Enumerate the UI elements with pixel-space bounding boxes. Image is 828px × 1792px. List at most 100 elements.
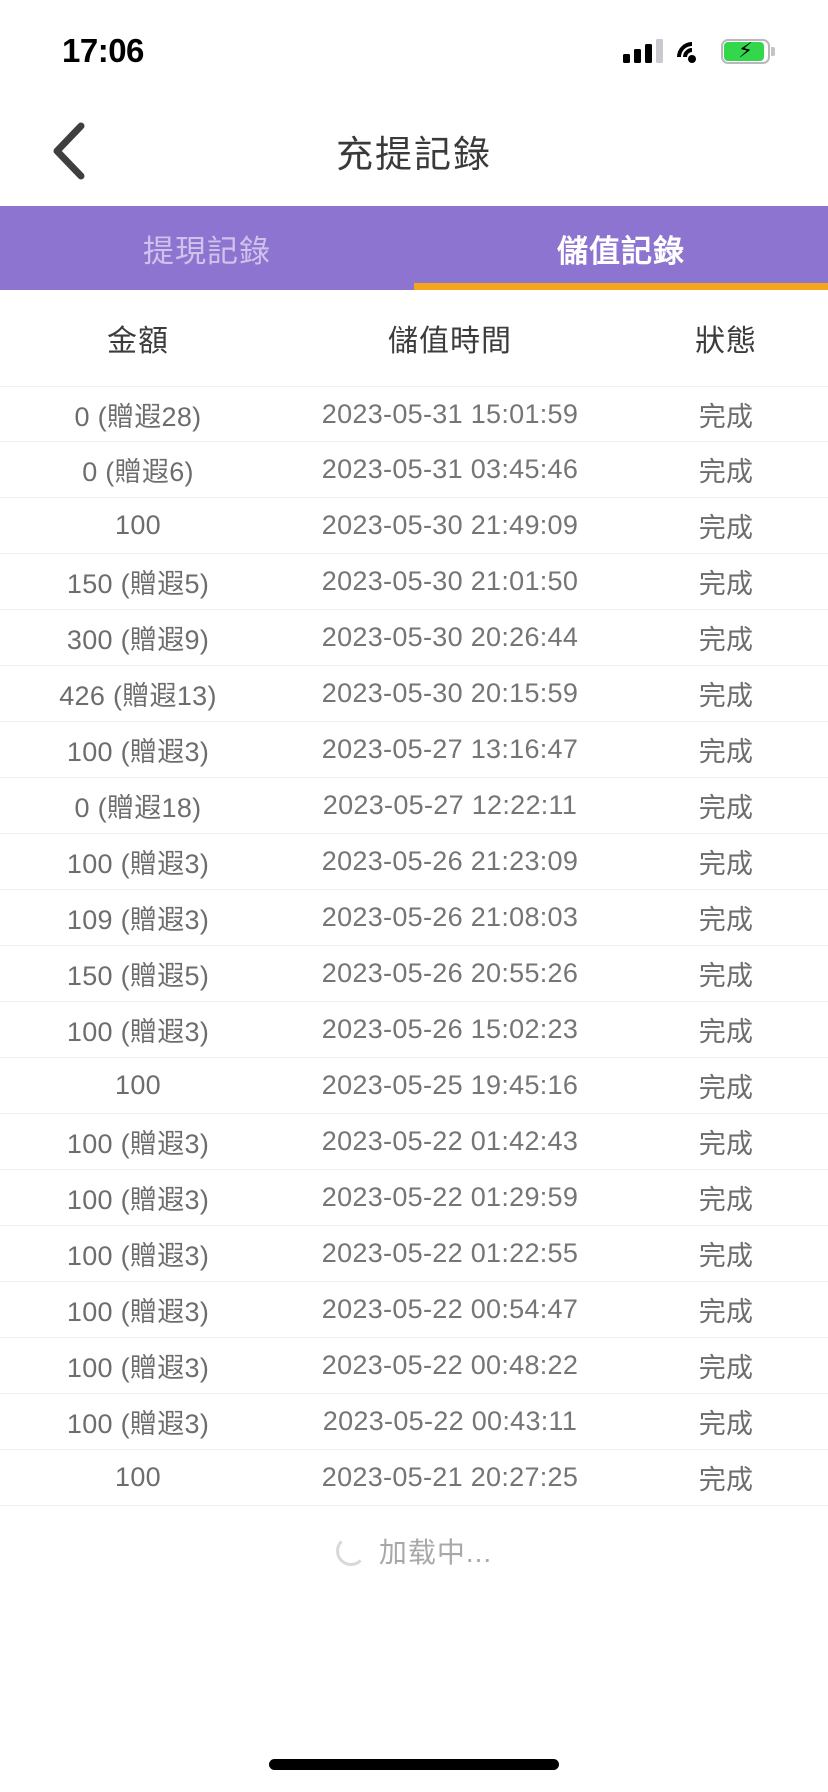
row-time: 2023-05-30 21:49:09 xyxy=(321,510,579,540)
table-row[interactable]: 300 (贈遐9) 2023-05-30 20:26:44 完成 xyxy=(0,610,828,666)
row-time: 2023-05-27 13:16:47 xyxy=(321,734,579,764)
row-status: 完成 xyxy=(698,569,754,599)
table-row[interactable]: 0 (贈遐18) 2023-05-27 12:22:11 完成 xyxy=(0,778,828,834)
loading-more-indicator: 加载中... xyxy=(0,1506,828,1596)
row-status: 完成 xyxy=(698,737,754,767)
row-status: 完成 xyxy=(698,961,754,991)
table-header-row: 金額 儲值時間 狀態 xyxy=(0,290,828,386)
charging-bolt-icon: ⚡ xyxy=(738,39,753,63)
table-row[interactable]: 100 (贈遐3) 2023-05-27 13:16:47 完成 xyxy=(0,722,828,778)
row-amount: 100 xyxy=(115,1070,161,1100)
column-header-amount: 金額 xyxy=(107,325,169,358)
table-row[interactable]: 0 (贈遐6) 2023-05-31 03:45:46 完成 xyxy=(0,442,828,498)
home-indicator[interactable] xyxy=(269,1759,559,1770)
loading-text: 加载中... xyxy=(378,1537,493,1568)
tab-active-underline xyxy=(414,283,828,290)
row-status: 完成 xyxy=(698,849,754,879)
table-row[interactable]: 100 (贈遐3) 2023-05-26 15:02:23 完成 xyxy=(0,1002,828,1058)
row-status: 完成 xyxy=(698,1353,754,1383)
table-row[interactable]: 100 (贈遐3) 2023-05-26 21:23:09 完成 xyxy=(0,834,828,890)
battery-charging-icon: ⚡ xyxy=(721,38,775,64)
table-row[interactable]: 426 (贈遐13) 2023-05-30 20:15:59 完成 xyxy=(0,666,828,722)
tab-withdraw-records[interactable]: 提現記錄 xyxy=(0,206,414,290)
table-row[interactable]: 100 (贈遐3) 2023-05-22 00:48:22 完成 xyxy=(0,1338,828,1394)
row-status: 完成 xyxy=(698,513,754,543)
table-row[interactable]: 100 2023-05-25 19:45:16 完成 xyxy=(0,1058,828,1114)
tab-bar: 提現記錄 儲值記錄 xyxy=(0,206,828,290)
column-header-status: 狀態 xyxy=(695,325,757,358)
row-status: 完成 xyxy=(698,1129,754,1159)
row-status: 完成 xyxy=(698,401,754,432)
row-amount: 100 (贈遐3) xyxy=(66,1409,210,1439)
row-status: 完成 xyxy=(698,905,754,935)
row-amount: 150 (贈遐5) xyxy=(66,569,210,599)
row-amount: 100 xyxy=(115,1462,161,1492)
row-time: 2023-05-26 15:02:23 xyxy=(321,1014,579,1044)
column-header-time: 儲值時間 xyxy=(388,325,512,358)
row-time: 2023-05-26 21:23:09 xyxy=(321,846,579,876)
navigation-bar: 充提記錄 xyxy=(0,96,828,206)
row-status: 完成 xyxy=(698,1073,754,1103)
row-status: 完成 xyxy=(698,793,754,823)
table-body: 0 (贈遐28) 2023-05-31 15:01:59 完成 0 (贈遐6) 2023… xyxy=(0,386,828,1506)
table-row[interactable]: 100 (贈遐3) 2023-05-22 01:29:59 完成 xyxy=(0,1170,828,1226)
row-amount: 100 xyxy=(115,510,161,540)
row-status: 完成 xyxy=(698,1241,754,1271)
tab-withdraw-records-label: 提現記錄 xyxy=(143,233,271,269)
table-row[interactable]: 150 (贈遐5) 2023-05-30 21:01:50 完成 xyxy=(0,554,828,610)
row-status: 完成 xyxy=(698,1185,754,1215)
row-amount: 100 (贈遐3) xyxy=(66,1297,210,1327)
row-time: 2023-05-22 00:54:47 xyxy=(321,1294,579,1324)
table-row[interactable]: 100 (贈遐3) 2023-05-22 01:22:55 完成 xyxy=(0,1226,828,1282)
row-time: 2023-05-22 00:43:11 xyxy=(322,1406,578,1436)
table-row[interactable]: 100 2023-05-30 21:49:09 完成 xyxy=(0,498,828,554)
row-time: 2023-05-31 03:45:46 xyxy=(321,454,579,484)
row-status: 完成 xyxy=(698,457,754,487)
row-time: 2023-05-27 12:22:11 xyxy=(322,790,578,820)
row-time: 2023-05-30 20:15:59 xyxy=(321,678,579,708)
table-row[interactable]: 100 2023-05-21 20:27:25 完成 xyxy=(0,1450,828,1506)
loading-spinner-icon xyxy=(335,1536,366,1566)
row-amount: 0 (贈遐6) xyxy=(82,457,194,487)
records-table: 金額 儲值時間 狀態 0 (贈遐28) 2023-05-31 15:01:59 完成… xyxy=(0,290,828,1506)
table-row[interactable]: 100 (贈遐3) 2023-05-22 00:54:47 完成 xyxy=(0,1282,828,1338)
row-amount: 100 (贈遐3) xyxy=(66,849,210,879)
tab-deposit-records-label: 儲值記錄 xyxy=(557,233,685,269)
row-amount: 109 (贈遐3) xyxy=(66,905,210,935)
row-time: 2023-05-30 21:01:50 xyxy=(321,566,579,596)
chevron-left-icon xyxy=(53,122,85,180)
row-amount: 100 (贈遐3) xyxy=(66,1185,210,1215)
row-time: 2023-05-25 19:45:16 xyxy=(321,1070,579,1100)
status-bar: 17:06 ⚡ xyxy=(0,0,828,96)
row-status: 完成 xyxy=(698,1017,754,1047)
row-amount: 0 (贈遐18) xyxy=(74,793,202,823)
cellular-signal-icon xyxy=(623,39,663,63)
status-time: 17:06 xyxy=(62,32,144,69)
row-status: 完成 xyxy=(698,681,754,711)
row-time: 2023-05-22 01:42:43 xyxy=(321,1126,579,1156)
table-row[interactable]: 100 (贈遐3) 2023-05-22 01:42:43 完成 xyxy=(0,1114,828,1170)
back-button[interactable] xyxy=(30,111,110,191)
row-time: 2023-05-31 15:01:59 xyxy=(321,398,579,429)
row-amount: 0 (贈遐28) xyxy=(74,401,202,432)
row-status: 完成 xyxy=(698,1409,754,1439)
row-amount: 100 (贈遐3) xyxy=(66,737,210,767)
row-amount: 100 (贈遐3) xyxy=(66,1017,210,1047)
row-time: 2023-05-22 01:22:55 xyxy=(321,1238,579,1268)
table-row[interactable]: 100 (贈遐3) 2023-05-22 00:43:11 完成 xyxy=(0,1394,828,1450)
row-amount: 426 (贈遐13) xyxy=(59,681,217,711)
wifi-icon xyxy=(670,35,714,78)
row-status: 完成 xyxy=(698,625,754,655)
table-row[interactable]: 0 (贈遐28) 2023-05-31 15:01:59 完成 xyxy=(0,386,828,442)
table-row[interactable]: 109 (贈遐3) 2023-05-26 21:08:03 完成 xyxy=(0,890,828,946)
row-time: 2023-05-22 01:29:59 xyxy=(321,1182,579,1212)
row-amount: 100 (贈遐3) xyxy=(66,1353,210,1383)
tab-deposit-records[interactable]: 儲值記錄 xyxy=(414,206,828,290)
table-row[interactable]: 150 (贈遐5) 2023-05-26 20:55:26 完成 xyxy=(0,946,828,1002)
row-amount: 100 (贈遐3) xyxy=(66,1241,210,1271)
row-status: 完成 xyxy=(698,1465,754,1495)
row-time: 2023-05-21 20:27:25 xyxy=(321,1462,579,1492)
row-time: 2023-05-26 20:55:26 xyxy=(321,958,579,988)
status-icons: ⚡ xyxy=(623,35,775,78)
row-status: 完成 xyxy=(698,1297,754,1327)
